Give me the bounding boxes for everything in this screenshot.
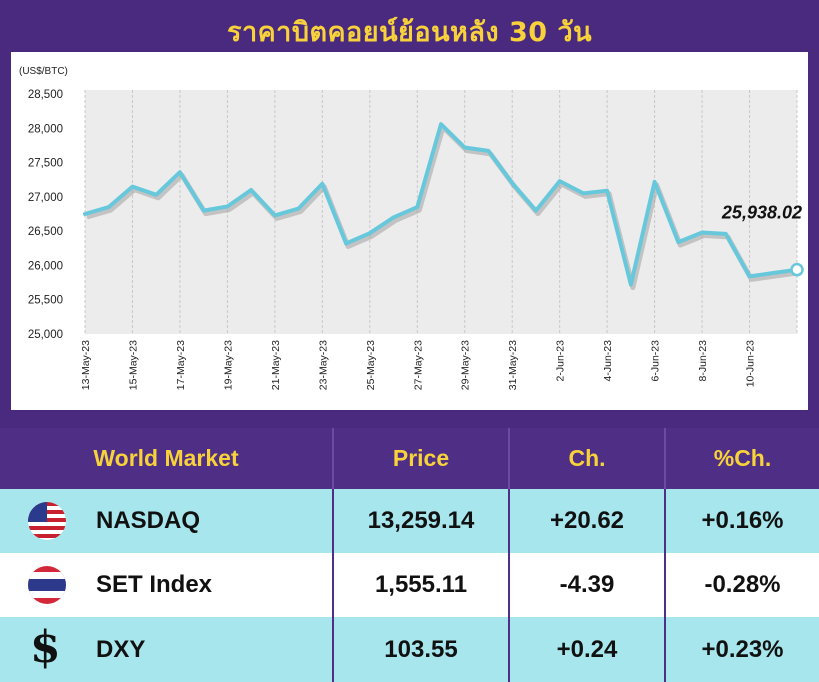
y-tick-label: 26,500 <box>28 226 63 238</box>
table-row: SET Index 1,555.11 -4.39 -0.28% <box>0 553 819 617</box>
y-tick-label: 25,500 <box>28 295 63 307</box>
header-price: Price <box>392 445 450 471</box>
chart-title: ราคาบิตคอยน์ย้อนหลัง 30 วัน <box>226 17 593 48</box>
x-tick-label: 15-May-23 <box>127 340 139 390</box>
x-tick-label: 8-Jun-23 <box>697 340 709 382</box>
thai-flag-icon <box>28 566 66 604</box>
y-tick-label: 25,000 <box>28 329 63 341</box>
market-percent-change: -0.28% <box>704 571 781 598</box>
market-price: 103.55 <box>384 635 458 663</box>
market-name: NASDAQ <box>96 507 201 534</box>
x-tick-label: 19-May-23 <box>222 340 234 390</box>
y-tick-label: 28,500 <box>28 89 63 101</box>
y-tick-label: 27,500 <box>28 158 63 170</box>
dollar-icon: $ <box>30 622 61 673</box>
y-tick-label: 27,000 <box>28 192 63 204</box>
market-change: +0.24 <box>556 635 618 663</box>
table-header: World Market Price Ch. %Ch. <box>0 428 819 489</box>
world-market-table: World Market Price Ch. %Ch. NASDAQ 13,25… <box>0 428 819 682</box>
x-tick-label: 21-May-23 <box>270 340 282 390</box>
table-row: $ DXY 103.55 +0.24 +0.23% <box>0 617 819 682</box>
header-world-market: World Market <box>93 445 239 471</box>
series-line <box>83 122 799 287</box>
us-flag-icon <box>28 502 66 540</box>
header-change: Ch. <box>568 445 606 471</box>
y-axis-label: (US$/BTC) <box>19 66 68 77</box>
market-change: -4.39 <box>559 571 615 598</box>
x-tick-label: 25-May-23 <box>365 340 377 390</box>
x-tick-label: 29-May-23 <box>460 340 472 390</box>
x-tick-label: 13-May-23 <box>80 340 92 390</box>
table-row: NASDAQ 13,259.14 +20.62 +0.16% <box>0 489 819 553</box>
chart-panel: (US$/BTC) 25,000 25,500 26,000 26,500 27,000 2… <box>11 52 808 410</box>
header-percent-change: %Ch. <box>713 445 772 471</box>
x-tick-label: 6-Jun-23 <box>650 340 662 382</box>
last-value-label: 25,938.02 <box>721 203 802 223</box>
line-chart: (US$/BTC) 25,000 25,500 26,000 26,500 27,000 2… <box>19 66 804 390</box>
x-tick-label: 31-May-23 <box>507 340 519 390</box>
x-tick-label: 23-May-23 <box>317 340 329 390</box>
market-name: SET Index <box>96 571 213 598</box>
market-change: +20.62 <box>549 507 625 534</box>
market-price: 13,259.14 <box>367 507 475 534</box>
x-tick-label: 27-May-23 <box>412 340 424 390</box>
last-point-marker <box>790 262 804 277</box>
market-percent-change: +0.16% <box>701 507 784 534</box>
y-tick-label: 26,000 <box>28 260 63 272</box>
y-tick-label: 28,000 <box>28 123 63 135</box>
x-tick-label: 2-Jun-23 <box>555 340 567 382</box>
market-percent-change: +0.23% <box>701 635 784 663</box>
x-tick-label: 10-Jun-23 <box>745 340 757 387</box>
x-tick-label: 4-Jun-23 <box>602 340 614 382</box>
market-price: 1,555.11 <box>374 571 468 598</box>
x-tick-label: 17-May-23 <box>175 340 187 390</box>
market-name: DXY <box>96 635 146 663</box>
